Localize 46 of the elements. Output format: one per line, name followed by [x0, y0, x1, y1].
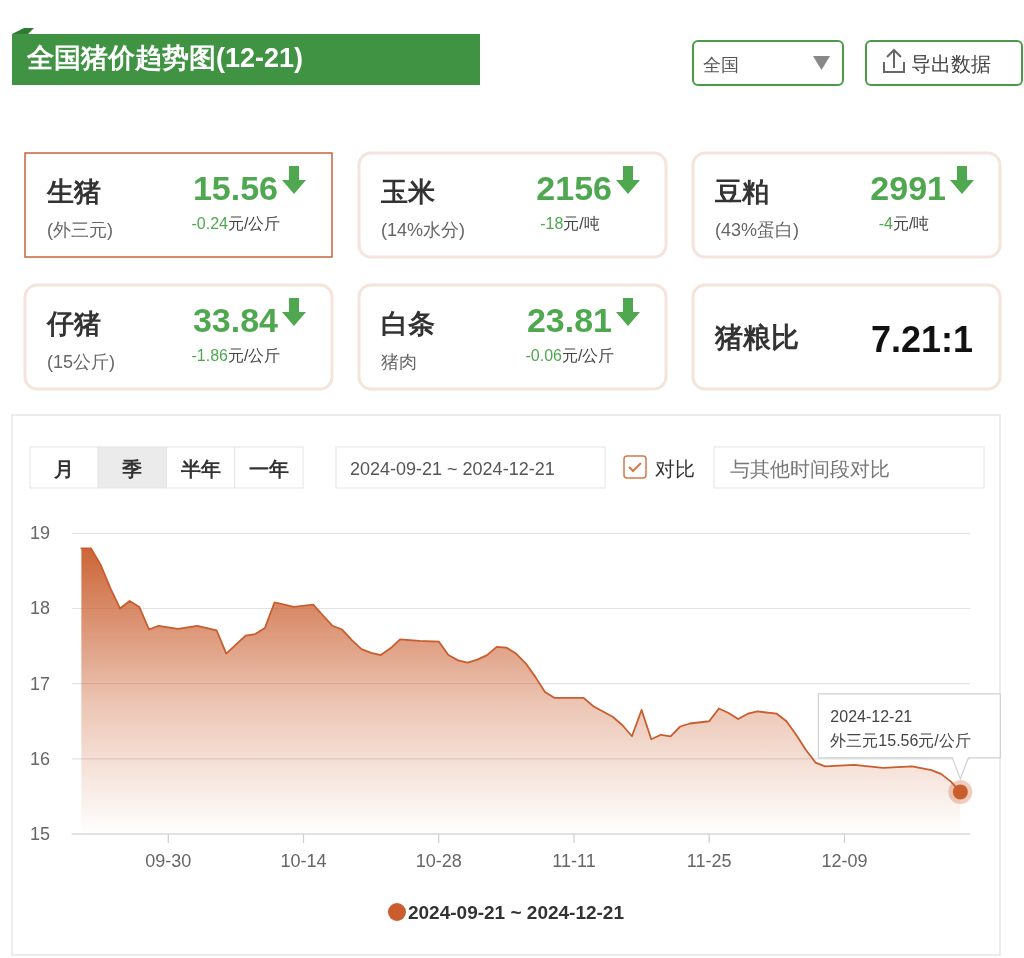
x-tick-label: 10-14: [280, 851, 327, 871]
text: 季: [121, 458, 143, 480]
y-tick-label: 16: [29, 748, 50, 769]
text: 33.84: [192, 301, 279, 339]
text: 2024-09-21 ~ 2024-12-21: [350, 459, 555, 479]
text: 导出数据: [911, 53, 991, 75]
annotation: 2024-12-21: [830, 707, 913, 725]
text: 半年: [179, 458, 221, 480]
x-tick-label: 12-09: [821, 851, 868, 871]
text: (43%蛋白): [715, 220, 800, 240]
text: -4元/吨: [878, 215, 930, 232]
text: 玉米: [380, 177, 435, 207]
text: 全国猪价趋势图(12-21): [26, 43, 304, 73]
x-tick-label: 11-25: [686, 851, 732, 871]
text: 7.21:1: [870, 319, 973, 360]
text: 猪肉: [381, 352, 417, 372]
text: 15.56: [192, 169, 278, 207]
text: 一年: [248, 458, 289, 480]
text: -0.06元/公斤: [525, 347, 615, 364]
text: 豆粕: [714, 177, 769, 207]
text: (15公斤): [47, 352, 116, 372]
text: 与其他时间段对比: [730, 458, 890, 480]
x-tick-label: 10-28: [415, 851, 462, 871]
x-tick-label: 11-11: [552, 851, 596, 871]
text: 全国: [703, 55, 739, 75]
text: 猪粮比: [714, 322, 799, 353]
y-tick-label: 18: [29, 598, 50, 619]
annotation: 外三元15.56元/公斤: [830, 731, 971, 749]
text: 2991: [870, 169, 946, 207]
text: 仔猪: [46, 309, 101, 339]
x-tick-label: 09-30: [145, 851, 192, 871]
text: 23.81: [526, 301, 612, 339]
text: 生猪: [46, 177, 101, 207]
text: 对比: [655, 458, 695, 480]
text: -1.86元/公斤: [191, 347, 281, 364]
text: 2156: [536, 169, 612, 207]
text: (外三元): [47, 220, 113, 240]
text: -0.24元/公斤: [191, 215, 281, 232]
legend-label: 2024-09-21 ~ 2024-12-21: [407, 902, 625, 923]
text: (14%水分): [381, 220, 466, 240]
text: 白条: [381, 309, 435, 339]
y-tick-label: 15: [29, 824, 50, 844]
y-tick-label: 19: [29, 523, 50, 544]
text: 月: [53, 458, 75, 480]
text: -18元/吨: [540, 215, 600, 232]
y-tick-label: 17: [29, 673, 50, 694]
